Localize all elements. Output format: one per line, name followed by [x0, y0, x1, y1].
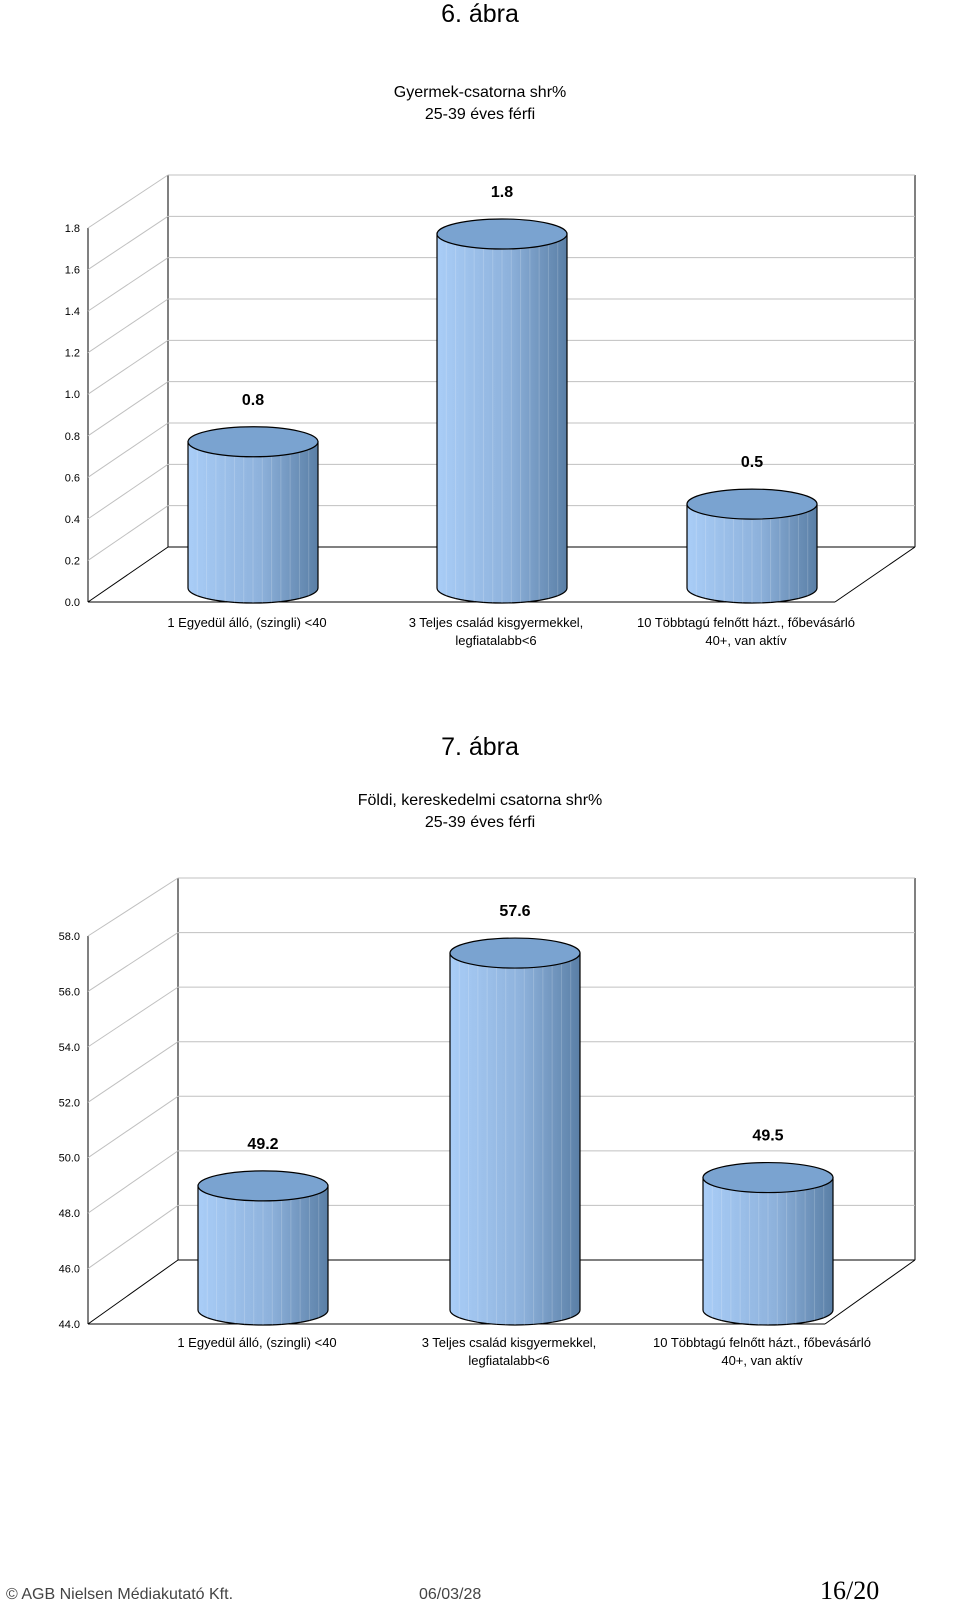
y-tick-label: 1.6 — [65, 265, 80, 277]
gridline-side — [87, 1041, 179, 1103]
bar-top — [702, 1161, 834, 1194]
x-category-label: 10 Többtagú felnőtt házt., főbevásárló — [653, 1335, 871, 1350]
bar-body — [197, 1185, 329, 1326]
gridline-side — [87, 257, 169, 312]
gridline-side — [87, 463, 169, 520]
figure-6-heading: 6. ábra — [441, 0, 519, 28]
bar — [187, 426, 319, 604]
y-tick-label: 46.0 — [59, 1264, 80, 1276]
chart-1-title-line2: 25-39 éves férfi — [424, 106, 536, 123]
data-label: 0.5 — [741, 454, 763, 471]
gridline-side — [87, 505, 169, 561]
y-tick-label: 54.0 — [59, 1042, 80, 1054]
y-tick-label: 56.0 — [59, 986, 80, 998]
chart-1: 0.0 0.2 0.4 0.6 0.8 1.0 1.2 1.4 1.6 1.8 0.8 1.8 0.5 1… — [65, 174, 916, 648]
bar-top — [449, 937, 581, 969]
chart-2-title-line2: 25-39 éves férfi — [424, 814, 536, 831]
bar — [686, 488, 818, 604]
x-category-label: 1 Egyedül álló, (szingli) <40 — [167, 615, 326, 630]
footer-date: 06/03/28 — [419, 1586, 482, 1603]
y-tick-label: 0.4 — [65, 514, 80, 526]
data-label: 49.2 — [247, 1136, 278, 1153]
y-tick-label: 58.0 — [59, 931, 80, 943]
floor-right-edge — [824, 1259, 916, 1325]
y-tick-label: 1.2 — [65, 348, 80, 360]
y-tick-label: 44.0 — [59, 1319, 80, 1331]
y-tick-label: 0.0 — [65, 597, 80, 609]
bar-top — [686, 488, 818, 520]
gridline-side — [87, 1095, 179, 1159]
floor-left-edge — [87, 1259, 179, 1325]
figure-7-heading: 7. ábra — [441, 733, 519, 761]
x-category-label: 40+, van aktív — [721, 1353, 803, 1368]
data-label: 49.5 — [752, 1128, 783, 1145]
bar-body — [686, 503, 818, 604]
bar-body — [436, 233, 568, 604]
bar-top — [436, 218, 568, 250]
y-tick-label: 0.6 — [65, 472, 80, 484]
gridline-side — [87, 986, 179, 1048]
y-tick-label: 0.8 — [65, 431, 80, 443]
y-tick-label: 1.8 — [65, 223, 80, 235]
bar-body — [449, 952, 581, 1326]
x-category-label: 3 Teljes család kisgyermekkel, — [409, 615, 584, 630]
gridline-side — [87, 381, 169, 437]
y-tick-label: 52.0 — [59, 1097, 80, 1109]
gridline-side — [87, 1205, 179, 1269]
x-category-label: legfiatalabb<6 — [455, 633, 536, 648]
chart-1-title-line1: Gyermek-csatorna shr% — [393, 84, 567, 101]
gridline-side — [87, 422, 169, 478]
bar-top — [187, 426, 319, 458]
page-footer: © AGB Nielsen Médiakutató Kft. 06/03/28 … — [0, 1572, 960, 1606]
footer-company: © AGB Nielsen Médiakutató Kft. — [6, 1586, 234, 1603]
chart-2-title: Földi, kereskedelmi csatorna shr% 25-39 … — [0, 790, 960, 834]
bar — [197, 1170, 329, 1326]
y-tick-label: 1.4 — [65, 306, 80, 318]
gridline-side — [87, 339, 169, 395]
gridline-side — [87, 877, 179, 937]
y-tick-label: 48.0 — [59, 1208, 80, 1220]
gridline-side — [87, 1150, 179, 1214]
bar — [702, 1161, 834, 1326]
floor-left-edge — [87, 546, 169, 603]
x-category-label: legfiatalabb<6 — [468, 1353, 549, 1368]
gridline-side — [87, 215, 169, 270]
bar — [449, 937, 581, 1326]
bar-body — [702, 1176, 834, 1326]
gridline-side — [87, 932, 179, 992]
chart-2: 44.0 46.0 48.0 50.0 52.0 54.0 56.0 58.0 49.2 57.6… — [59, 877, 916, 1368]
footer-page-number: 16/20 — [820, 1576, 880, 1605]
gridline-side — [87, 298, 169, 354]
chart-2-title-line1: Földi, kereskedelmi csatorna shr% — [357, 792, 603, 809]
bar-body — [187, 441, 319, 604]
bar-top — [197, 1170, 329, 1202]
data-label: 1.8 — [491, 184, 513, 201]
x-category-label: 1 Egyedül álló, (szingli) <40 — [177, 1335, 336, 1350]
x-category-label: 3 Teljes család kisgyermekkel, — [422, 1335, 597, 1350]
y-tick-label: 50.0 — [59, 1153, 80, 1165]
bar — [436, 218, 568, 604]
gridline-side — [87, 174, 169, 229]
data-label: 0.8 — [242, 392, 264, 409]
floor-right-edge — [834, 546, 916, 603]
chart-1-title: Gyermek-csatorna shr% 25-39 éves férfi — [0, 82, 960, 126]
y-tick-label: 0.2 — [65, 555, 80, 567]
x-category-label: 40+, van aktív — [705, 633, 787, 648]
x-category-label: 10 Többtagú felnőtt házt., főbevásárló — [637, 615, 855, 630]
data-label: 57.6 — [499, 903, 530, 920]
y-tick-label: 1.0 — [65, 389, 80, 401]
